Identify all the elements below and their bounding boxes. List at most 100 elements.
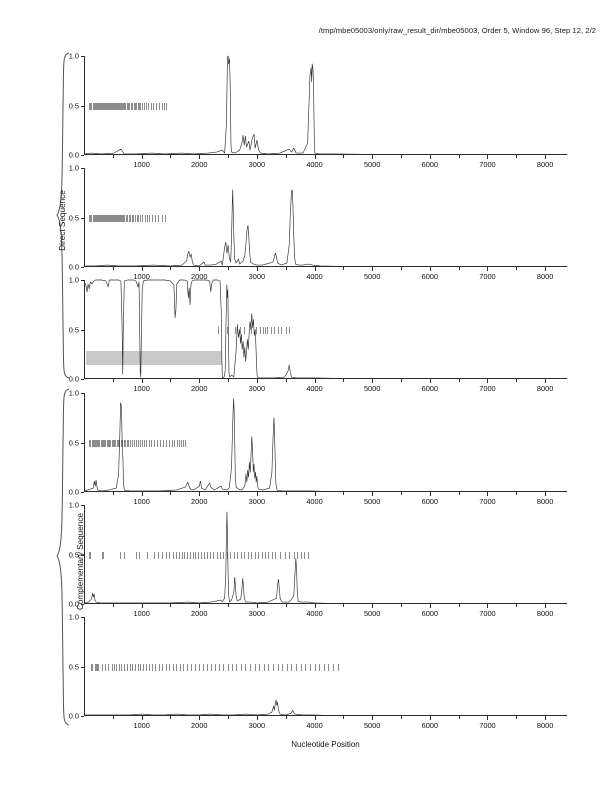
x-tick-minor xyxy=(401,379,402,382)
orf-shaded-band xyxy=(86,350,222,365)
stop-codon-mark xyxy=(124,102,126,110)
stop-codon-mark xyxy=(209,551,211,559)
stop-codon-mark xyxy=(149,214,151,222)
y-tick-label: 0.5 xyxy=(68,662,79,671)
x-tick-label: 5000 xyxy=(363,609,381,618)
stop-codon-mark xyxy=(146,551,148,559)
y-tick xyxy=(81,492,84,493)
stop-codon-mark xyxy=(137,102,139,110)
stop-codon-mark xyxy=(144,214,146,222)
group-label-direct-sequence: Direct Sequence xyxy=(24,52,67,379)
x-tick-minor xyxy=(112,492,114,495)
y-tick-label: 0.0 xyxy=(68,711,79,721)
stop-codon-mark xyxy=(179,439,181,447)
stop-codon-mark xyxy=(92,214,94,222)
stop-codon-mark xyxy=(226,326,228,334)
x-tick-label: 6000 xyxy=(421,384,439,393)
stop-codon-mark xyxy=(127,214,129,222)
stop-codon-mark xyxy=(277,326,279,334)
stop-codon-mark xyxy=(133,439,135,447)
stop-codon-mark xyxy=(150,102,152,110)
stop-codon-mark xyxy=(95,663,97,671)
x-tick-minor xyxy=(458,155,460,158)
stop-codon-mark xyxy=(314,663,316,671)
stop-codon-mark xyxy=(97,214,99,222)
series-line xyxy=(83,398,568,492)
stop-codon-mark xyxy=(151,439,153,447)
stop-codon-mark xyxy=(262,326,264,334)
x-tick-minor xyxy=(228,604,230,607)
stop-codon-mark xyxy=(213,551,215,559)
series-line xyxy=(83,699,568,716)
stop-codon-mark xyxy=(270,326,272,334)
x-tick-label: 7000 xyxy=(479,272,496,281)
stop-codon-mark xyxy=(332,663,334,671)
stop-codon-mark xyxy=(104,102,106,110)
stop-codon-mark xyxy=(191,663,193,671)
x-tick-label: 4000 xyxy=(306,160,323,169)
x-tick-label: 5000 xyxy=(363,497,381,506)
x-tick-label: 3000 xyxy=(248,272,266,281)
x-tick-label: 5000 xyxy=(363,721,381,730)
stop-codon-mark xyxy=(176,439,178,447)
y-tick xyxy=(81,168,84,169)
stop-codon-mark xyxy=(94,214,96,222)
stop-codon-mark xyxy=(117,214,119,222)
x-tick-minor xyxy=(285,604,287,607)
x-tick-minor xyxy=(401,492,402,495)
stop-codon-mark xyxy=(109,439,111,447)
y-tick xyxy=(81,604,84,605)
stop-codon-mark xyxy=(118,214,120,222)
stop-codon-mark xyxy=(223,551,225,559)
x-tick-label: 6000 xyxy=(421,272,439,281)
x-tick xyxy=(314,604,316,608)
x-tick xyxy=(199,267,201,271)
x-tick-minor xyxy=(112,604,114,607)
x-tick xyxy=(256,267,258,271)
stop-codon-mark xyxy=(99,214,101,222)
x-axis-line xyxy=(84,266,567,267)
stop-codon-mark xyxy=(240,551,242,559)
x-tick-label: 7000 xyxy=(479,609,496,618)
stop-codon-mark xyxy=(181,439,183,447)
x-tick-minor xyxy=(343,267,345,270)
y-tick xyxy=(81,267,84,268)
stop-codon-mark xyxy=(113,102,115,110)
stop-codon-mark xyxy=(99,439,101,447)
x-tick-label: 6000 xyxy=(421,721,439,730)
x-tick xyxy=(256,155,258,159)
stop-codon-mark xyxy=(215,663,217,671)
stop-codon-mark xyxy=(89,214,91,222)
stop-codon-mark xyxy=(112,102,114,110)
stop-codon-mark xyxy=(217,326,219,334)
plot-area: 0.0 0.5 1.0 1000 2000 3000 4000 5000 6000 7000 800… xyxy=(69,52,568,169)
stop-codon-mark xyxy=(90,214,92,222)
x-tick-minor xyxy=(170,267,172,270)
stop-codon-mark xyxy=(165,102,167,110)
stop-codon-mark xyxy=(206,551,208,559)
x-tick-minor xyxy=(112,155,114,158)
plot-panel-direct-frame-3: 0.0 0.5 1.0 1000 2000 3000 4000 5000 6000 7000 800… xyxy=(69,276,568,393)
x-tick-minor xyxy=(228,155,230,158)
stop-codon-mark xyxy=(258,551,260,559)
stop-codon-mark xyxy=(220,551,222,559)
stop-codon-mark xyxy=(277,663,279,671)
stop-codon-mark xyxy=(115,214,117,222)
x-tick xyxy=(141,604,143,608)
stop-codon-marks xyxy=(84,102,567,110)
stop-codon-mark xyxy=(113,439,115,447)
stop-codon-mark xyxy=(125,439,127,447)
x-tick-minor xyxy=(516,604,518,607)
x-tick-minor xyxy=(343,492,345,495)
y-tick xyxy=(81,105,84,107)
stop-codon-mark xyxy=(148,439,150,447)
stop-codon-mark xyxy=(88,551,90,559)
stop-codon-mark xyxy=(131,214,133,222)
stop-codon-mark xyxy=(174,439,176,447)
stop-codon-mark xyxy=(293,551,295,559)
stop-codon-mark xyxy=(101,214,103,222)
x-tick-minor xyxy=(285,492,287,495)
stop-codon-mark xyxy=(97,439,99,447)
stop-codon-mark xyxy=(159,439,161,447)
stop-codon-mark xyxy=(132,663,134,671)
